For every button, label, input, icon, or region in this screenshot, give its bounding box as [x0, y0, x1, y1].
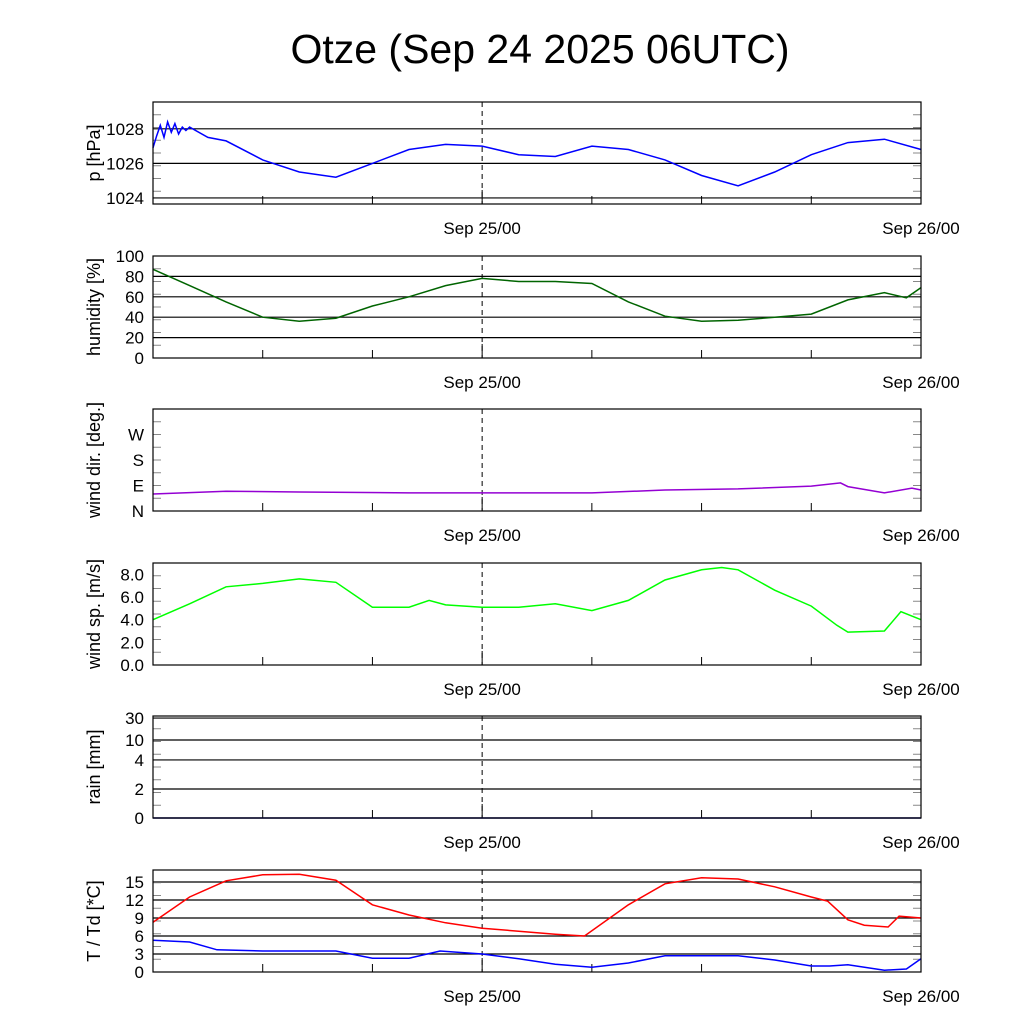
- y-tick-label: 3: [135, 945, 144, 964]
- y-tick-label: N: [132, 502, 144, 521]
- series-wind-speed: [152, 566, 922, 633]
- y-tick-label: W: [128, 426, 144, 445]
- series-wind-direction: [152, 482, 922, 495]
- y-tick-label: 9: [135, 909, 144, 928]
- x-tick-label: Sep 26/00: [882, 526, 960, 545]
- y-axis-label: wind sp. [m/s]: [84, 559, 104, 670]
- y-tick-label: 10: [125, 731, 144, 750]
- y-tick-label: 4: [135, 751, 144, 770]
- series-td: [152, 939, 922, 971]
- chart-title: Otze (Sep 24 2025 06UTC): [290, 26, 790, 72]
- x-tick-label: Sep 26/00: [882, 219, 960, 238]
- y-tick-label: 1024: [106, 189, 144, 208]
- x-tick-label: Sep 25/00: [443, 833, 521, 852]
- y-tick-label: 1028: [106, 120, 144, 139]
- plot-frame: [152, 408, 922, 512]
- y-tick-label: 100: [116, 247, 144, 266]
- plot-frame: [152, 869, 922, 973]
- plot-frame: [152, 101, 922, 205]
- y-tick-label: S: [133, 451, 144, 470]
- y-tick-label: E: [133, 477, 144, 496]
- y-tick-label: 60: [125, 288, 144, 307]
- y-tick-label: 12: [125, 891, 144, 910]
- x-tick-label: Sep 25/00: [443, 373, 521, 392]
- y-tick-label: 40: [125, 308, 144, 327]
- y-tick-label: 8.0: [120, 565, 144, 584]
- y-tick-label: 20: [125, 329, 144, 348]
- x-tick-label: Sep 25/00: [443, 526, 521, 545]
- plot-frame: [152, 715, 922, 819]
- y-axis-label: rain [mm]: [84, 729, 104, 804]
- y-axis-label: p [hPa]: [84, 124, 104, 181]
- plot-frame: [152, 255, 922, 359]
- y-tick-label: 6: [135, 927, 144, 946]
- y-tick-label: 2: [135, 780, 144, 799]
- panel-windspeed: 0.0 2.0 4.0 6.0 8.0 wind sp. [m/s] Sep 25/00 Se…: [84, 559, 960, 699]
- y-tick-label: 0: [135, 349, 144, 368]
- x-tick-label: Sep 25/00: [443, 987, 521, 1006]
- plot-frame: [152, 562, 922, 666]
- y-tick-label: 80: [125, 267, 144, 286]
- x-tick-label: Sep 26/00: [882, 987, 960, 1006]
- y-tick-label: 6.0: [120, 588, 144, 607]
- x-tick-label: Sep 26/00: [882, 680, 960, 699]
- series-pressure: [152, 119, 922, 187]
- y-tick-label: 15: [125, 873, 144, 892]
- y-tick-label: 30: [125, 709, 144, 728]
- x-tick-label: Sep 26/00: [882, 833, 960, 852]
- y-axis-label: humidity [%]: [84, 258, 104, 356]
- y-tick-label: 2.0: [120, 633, 144, 652]
- y-tick-label: 0: [135, 963, 144, 982]
- y-axis-label: wind dir. [deg.]: [84, 402, 104, 519]
- y-axis-label: T / Td [*C]: [84, 880, 104, 961]
- y-tick-label: 0.0: [120, 656, 144, 675]
- y-tick-label: 1026: [106, 154, 144, 173]
- x-tick-label: Sep 25/00: [443, 680, 521, 699]
- x-tick-label: Sep 26/00: [882, 373, 960, 392]
- x-tick-label: Sep 25/00: [443, 219, 521, 238]
- series-humidity: [152, 268, 922, 323]
- y-tick-label: 0: [135, 809, 144, 828]
- series-t: [152, 873, 922, 937]
- panel-rain: 0 2 410 30 rain [mm] Sep 25/00 Sep 26/00: [84, 709, 960, 852]
- y-tick-label: 4.0: [120, 611, 144, 630]
